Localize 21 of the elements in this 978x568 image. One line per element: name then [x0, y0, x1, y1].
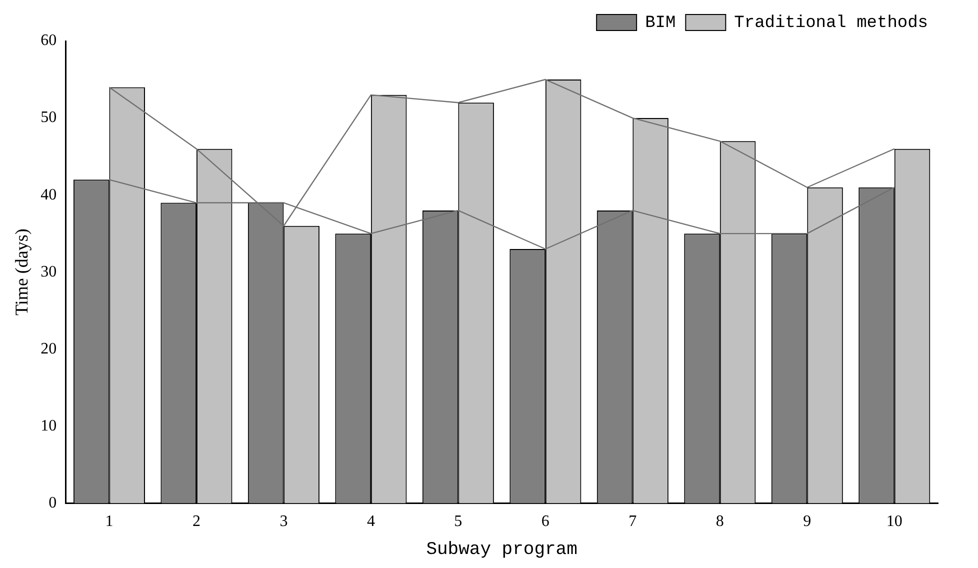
y-tick-label: 50 — [40, 109, 57, 126]
y-tick-label: 10 — [40, 417, 57, 434]
x-tick-label: 5 — [454, 513, 462, 530]
x-tick-label: 9 — [803, 513, 812, 530]
x-tick-label: 1 — [105, 513, 114, 530]
x-axis-title: Subway program — [426, 540, 578, 560]
x-tick-label: 6 — [541, 513, 550, 530]
x-tick-label: 4 — [366, 513, 375, 530]
y-tick-label: 60 — [40, 32, 57, 50]
y-tick-label: 0 — [48, 494, 57, 512]
y-tick-label: 20 — [40, 340, 57, 358]
legend-label: BIM — [645, 14, 676, 33]
x-tick-label: 2 — [192, 513, 200, 530]
y-axis-title: Time (days) — [12, 228, 32, 316]
x-tick-label: 8 — [716, 513, 724, 530]
x-tick-label: 3 — [280, 513, 288, 530]
x-tick-label: 10 — [886, 513, 902, 530]
y-tick-label: 30 — [40, 263, 57, 280]
legend-label: Traditional methods — [734, 14, 928, 33]
x-tick-label: 7 — [628, 513, 637, 530]
y-tick-label: 40 — [40, 186, 57, 204]
